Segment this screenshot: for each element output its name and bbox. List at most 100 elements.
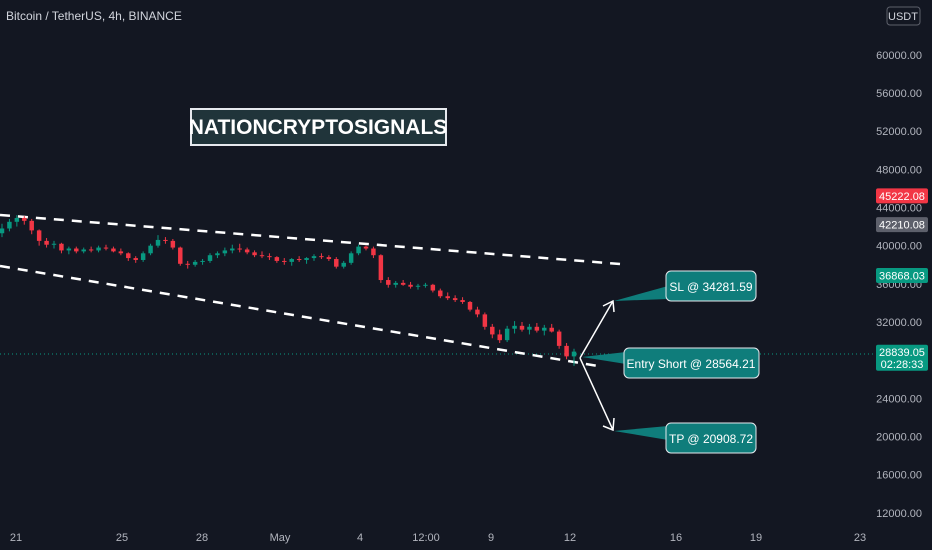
sl-arrow — [579, 299, 615, 359]
candle — [341, 260, 346, 269]
candle — [133, 256, 138, 263]
candle — [36, 229, 42, 246]
candle — [111, 246, 116, 253]
candle — [170, 238, 176, 250]
candle — [408, 281, 413, 289]
time-axis[interactable]: 21 25 28 May 4 12:00 9 12 16 19 23 — [10, 532, 866, 544]
channel-upper-line[interactable] — [0, 213, 621, 266]
candle — [0, 223, 5, 238]
price-tag-label: 45222.08 — [879, 191, 925, 203]
x-tick-label: 28 — [196, 532, 208, 544]
price-tag-bg — [876, 217, 928, 233]
sl-callout-label: SL @ 34281.59 — [669, 280, 752, 294]
candle — [549, 323, 554, 333]
x-tick-label: 12:00 — [412, 532, 440, 544]
candle — [378, 254, 384, 283]
candle — [467, 301, 473, 312]
candle — [371, 246, 376, 259]
candle — [222, 247, 228, 257]
candle — [244, 247, 250, 255]
candle — [252, 250, 257, 258]
candle — [512, 321, 517, 334]
watermark-label: NATIONCRYPTOSIGNALS — [189, 108, 447, 146]
x-tick-label: 25 — [116, 532, 128, 544]
candle — [22, 216, 27, 225]
candle — [519, 322, 525, 332]
y-tick-label: 16000.00 — [876, 470, 922, 482]
candle — [430, 283, 436, 293]
candle — [326, 255, 332, 261]
candle — [452, 295, 458, 302]
candle — [74, 246, 79, 254]
candle — [386, 277, 391, 288]
candle — [237, 243, 242, 253]
y-tick-label: 60000.00 — [876, 50, 922, 62]
y-tick-label: 56000.00 — [876, 88, 922, 100]
candle — [103, 244, 109, 251]
sl-callout[interactable]: SL @ 34281.59 — [614, 270, 757, 302]
currency-badge-label: USDT — [888, 11, 918, 23]
price-tag-bg — [876, 188, 928, 204]
price-tag-countdown: 02:28:33 — [881, 359, 924, 371]
candle — [178, 246, 183, 266]
candle — [155, 235, 161, 248]
x-tick-label: 21 — [10, 532, 22, 544]
candle — [460, 297, 465, 304]
candle — [490, 323, 495, 339]
candle — [126, 252, 131, 261]
candle — [423, 282, 428, 288]
candle — [289, 258, 294, 266]
candle — [438, 288, 443, 299]
currency-badge[interactable]: USDT — [886, 6, 921, 26]
entry-callout[interactable]: Entry Short @ 28564.21 — [582, 347, 760, 379]
candle — [14, 215, 20, 227]
candle — [527, 323, 532, 335]
y-tick-label: 32000.00 — [876, 317, 922, 329]
x-tick-label: May — [270, 532, 291, 544]
candle — [192, 259, 198, 267]
candle — [542, 324, 547, 336]
candle — [29, 218, 34, 235]
candle — [81, 247, 86, 254]
candle — [497, 329, 502, 344]
y-tick-label: 12000.00 — [876, 508, 922, 520]
tp-callout-label: TP @ 20908.72 — [669, 432, 753, 446]
candle — [88, 246, 94, 253]
entry-callout-label: Entry Short @ 28564.21 — [627, 357, 756, 371]
x-tick-label: 23 — [854, 532, 866, 544]
candle — [415, 283, 421, 290]
candle — [274, 256, 280, 263]
candle — [163, 237, 168, 244]
candle — [334, 257, 339, 269]
candle — [356, 244, 361, 256]
candle — [504, 325, 510, 343]
chart-symbol-title: Bitcoin / TetherUS, 4h, BINANCE — [6, 9, 182, 23]
candle — [400, 280, 406, 286]
x-tick-label: 4 — [357, 532, 363, 544]
candle — [59, 242, 64, 254]
x-tick-label: 9 — [488, 532, 494, 544]
tp-arrow — [579, 357, 615, 432]
y-tick-label: 44000.00 — [876, 202, 922, 214]
y-tick-label: 20000.00 — [876, 432, 922, 444]
candle — [556, 329, 562, 349]
y-tick-label: 52000.00 — [876, 126, 922, 138]
x-tick-label: 12 — [564, 532, 576, 544]
candle — [571, 348, 577, 366]
candle — [66, 246, 72, 255]
candle — [230, 244, 235, 254]
candle — [185, 260, 190, 269]
price-tag-label: 42210.08 — [879, 220, 925, 232]
candle — [534, 322, 540, 333]
candle — [445, 292, 450, 301]
candle — [319, 253, 324, 260]
tp-callout[interactable]: TP @ 20908.72 — [614, 422, 757, 454]
y-tick-label: 24000.00 — [876, 393, 922, 405]
channel-lower-line[interactable] — [0, 264, 599, 368]
candle — [207, 253, 213, 263]
candle — [200, 259, 205, 265]
candle — [259, 251, 265, 259]
